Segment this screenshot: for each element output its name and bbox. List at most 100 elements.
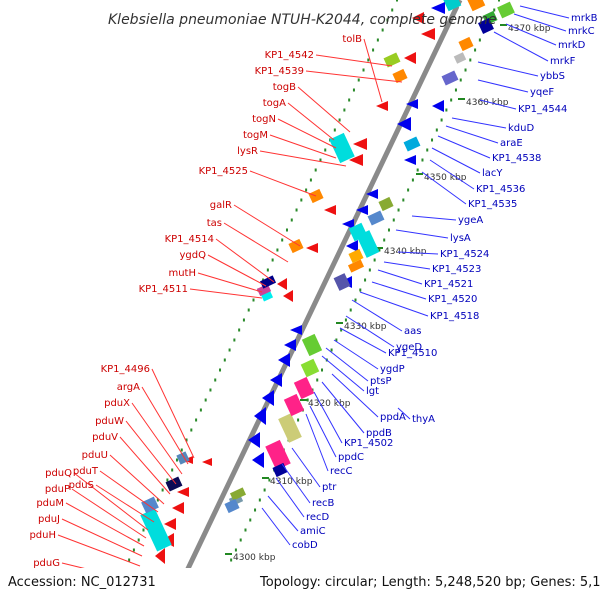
scale-tick-label: 4360 kbp — [466, 98, 509, 108]
leader-line-right — [321, 381, 365, 434]
gene-label-right: mrkC — [568, 26, 595, 37]
gene-feature-arrow — [349, 154, 363, 166]
scale-tick-label: 4370 kbp — [508, 24, 551, 34]
gene-feature-arrow — [397, 117, 411, 131]
scale-dot — [338, 118, 341, 122]
gene-label-left: mutH — [168, 268, 196, 279]
scale-dot — [445, 108, 448, 112]
scale-dot — [268, 478, 271, 482]
gene-labels: tolB KP1_4542 KP1_4539 togB togA togN togM lysR… — [29, 13, 597, 569]
gene-feature-block — [458, 36, 474, 52]
leader-line-right — [383, 261, 431, 270]
leader-line-right — [339, 327, 387, 354]
gene-label-right: amiC — [300, 526, 326, 537]
gene-feature-arrow — [262, 390, 274, 406]
scale-dot — [247, 308, 250, 312]
gene-label-left: pduT — [73, 466, 99, 477]
scale-dot — [464, 68, 467, 72]
scale-dot — [454, 88, 457, 92]
gene-label-right: ygeD — [396, 342, 422, 353]
gene-features — [140, 0, 515, 600]
gene-label-right: lgt — [366, 386, 379, 397]
leader-line-left — [125, 420, 177, 485]
leader-line-left — [65, 502, 145, 547]
gene-label-right: ptsP — [370, 376, 392, 387]
gene-label-left: KP1_4496 — [101, 364, 150, 375]
scale-dot — [349, 308, 352, 312]
scale-dot — [383, 238, 386, 242]
leader-line-left — [73, 472, 149, 531]
scale-dot — [474, 48, 477, 52]
scale-dot — [219, 368, 222, 372]
scale-dot — [397, 208, 400, 212]
leader-line-left — [197, 272, 263, 293]
gene-feature-block — [278, 413, 302, 443]
gene-feature-arrow — [404, 52, 416, 64]
leader-line-right — [377, 269, 423, 285]
gene-label-right: recC — [330, 466, 353, 477]
scale-dot — [290, 218, 293, 222]
leader-line-left — [61, 518, 143, 557]
scale-dot — [493, 8, 496, 12]
gene-label-right: lacY — [482, 168, 503, 179]
gene-label-right: KP1_4524 — [440, 249, 489, 260]
scale-dot — [214, 378, 217, 382]
gene-feature-arrow — [254, 407, 266, 425]
leader-line-right — [451, 117, 507, 129]
gene-label-right: KP1_4536 — [476, 184, 525, 195]
scale-dot — [330, 348, 333, 352]
leader-line-right — [305, 413, 329, 472]
gene-feature-block — [356, 230, 380, 258]
genome-backbone — [170, 0, 463, 600]
gene-feature-arrow — [356, 205, 368, 215]
gene-label-right: KP1_4535 — [468, 199, 517, 210]
gene-feature-block — [453, 52, 467, 64]
gene-feature-block — [301, 333, 323, 357]
gene-label-right: cobD — [292, 540, 318, 551]
leader-line-right — [261, 507, 291, 546]
scale-dot — [180, 448, 183, 452]
gene-feature-block — [347, 259, 365, 273]
gene-feature-block — [378, 196, 394, 212]
scale-dot — [416, 168, 419, 172]
scale-dot — [344, 318, 347, 322]
gene-feature-block — [256, 283, 272, 297]
gene-label-left: togN — [252, 114, 276, 125]
scale-dot — [421, 158, 424, 162]
gene-feature-arrow — [353, 138, 367, 150]
scale-dot — [137, 538, 140, 542]
leader-line-right — [493, 31, 549, 62]
leader-line-right — [437, 135, 491, 159]
gene-label-right: recB — [312, 498, 335, 509]
scale-dot — [239, 538, 242, 542]
gene-feature-arrow — [406, 99, 418, 109]
scale-dot — [249, 518, 252, 522]
scale-dot — [364, 278, 367, 282]
gene-feature-arrow — [277, 278, 287, 290]
leader-line-left — [259, 150, 347, 167]
scale-dot — [367, 58, 370, 62]
scale-dot — [297, 418, 300, 422]
scale-dot — [381, 28, 384, 32]
leader-line-right — [331, 373, 379, 418]
topology-text: Topology: circular; Length: 5,248,520 bp… — [259, 575, 600, 590]
gene-feature-arrow — [284, 339, 296, 351]
gene-feature-block — [392, 68, 408, 84]
scale-dot — [352, 88, 355, 92]
gene-label-left: KP1_4542 — [265, 50, 314, 61]
gene-feature-block — [403, 136, 421, 152]
scale-dot — [305, 188, 308, 192]
scale-dot — [190, 428, 193, 432]
scale-dot — [316, 378, 319, 382]
gene-label-left: pduP — [45, 484, 70, 495]
scale-dot — [276, 248, 279, 252]
scale-dot — [335, 338, 338, 342]
leader-line-right — [431, 147, 481, 174]
gene-label-left: pduH — [29, 530, 56, 541]
scale-dot — [271, 258, 274, 262]
gene-feature-arrow — [252, 452, 264, 468]
gene-label-right: KP1_4520 — [428, 294, 477, 305]
leader-line-right — [513, 13, 567, 32]
